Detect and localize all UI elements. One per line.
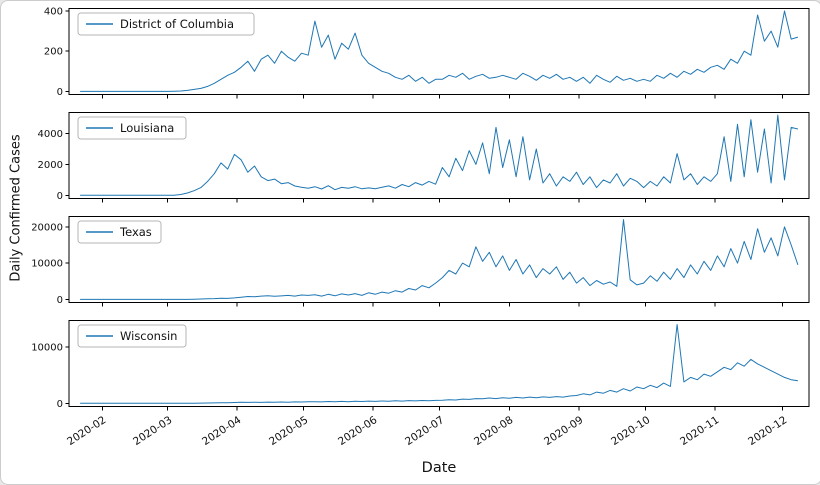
y-tick-label: 200 xyxy=(44,47,63,58)
y-tick-label: 400 xyxy=(44,7,63,18)
series-line xyxy=(80,324,798,404)
legend-label: Texas xyxy=(119,225,152,239)
series-line xyxy=(80,219,799,300)
x-tick-label: 2020-05 xyxy=(266,414,311,448)
axes-frame xyxy=(68,112,810,199)
legend: Texas xyxy=(77,220,162,244)
subplot-texas: 0 10000 20000 Texas xyxy=(31,216,810,307)
legend-box xyxy=(77,116,187,140)
subplot-louisiana: 0 2000 4000 Louisiana xyxy=(38,112,810,203)
y-tick-label: 0 xyxy=(57,87,63,98)
x-tick-label: 2020-03 xyxy=(130,414,174,448)
x-tick-label: 2020-04 xyxy=(200,414,244,448)
y-tick-label: 20000 xyxy=(31,222,63,233)
y-tick-label: 0 xyxy=(57,191,63,202)
legend: District of Columbia xyxy=(77,12,255,36)
legend: Wisconsin xyxy=(77,324,187,348)
y-tick-label: 2000 xyxy=(38,160,63,171)
x-axis-label: Date xyxy=(421,460,457,476)
x-tick-label: 2020-07 xyxy=(402,414,447,448)
x-tick-label: 2020-11 xyxy=(678,414,722,448)
y-tick-label: 10000 xyxy=(31,259,63,270)
axes-frame xyxy=(68,320,810,407)
series-line xyxy=(80,10,799,92)
legend-box xyxy=(77,324,187,348)
y-tick-label: 0 xyxy=(57,399,63,410)
x-axis-tick-labels: 2020-02 2020-03 2020-04 2020-05 2020-06 2020-… xyxy=(1,407,820,459)
x-tick-label: 2020-08 xyxy=(472,414,516,448)
legend-box xyxy=(77,12,255,36)
x-tick-label: 2020-12 xyxy=(745,414,789,448)
y-tick-label: 4000 xyxy=(38,129,63,140)
legend-box xyxy=(77,220,162,244)
subplot-district-of-columbia: 0 200 400 District of Columbia xyxy=(44,7,810,99)
y-tick-label: 0 xyxy=(57,295,63,306)
y-tick-label: 10000 xyxy=(31,343,63,354)
legend-label: Wisconsin xyxy=(120,329,177,343)
legend: Louisiana xyxy=(77,116,187,140)
series-line xyxy=(80,114,799,196)
x-tick-label: 2020-09 xyxy=(542,414,586,448)
axes-frame xyxy=(68,216,810,303)
legend-label: Louisiana xyxy=(120,121,174,135)
x-tick-label: 2020-10 xyxy=(608,414,653,448)
plots-area: 0 200 400 District of Columbia 0 2000 4000 Loui… xyxy=(1,1,820,411)
x-tick-label: 2020-02 xyxy=(65,414,109,448)
subplot-wisconsin: 0 10000 Wisconsin xyxy=(31,320,810,411)
legend-label: District of Columbia xyxy=(120,17,234,31)
x-tick-label: 2020-06 xyxy=(336,414,380,448)
